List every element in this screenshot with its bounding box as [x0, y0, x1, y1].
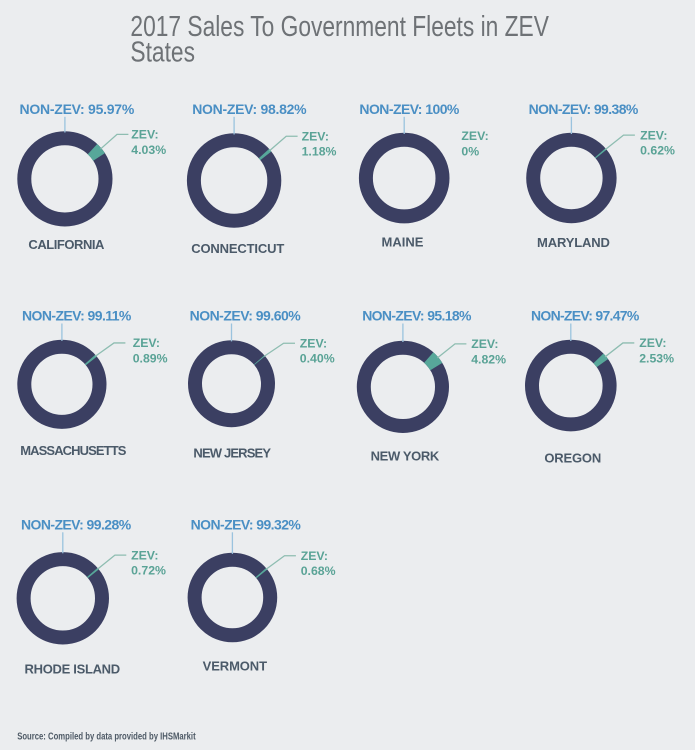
svg-text:CONNECTICUT: CONNECTICUT — [191, 241, 284, 256]
svg-text:MARYLAND: MARYLAND — [537, 235, 610, 250]
svg-text:NON-ZEV: 95.18%: NON-ZEV: 95.18% — [362, 308, 472, 324]
svg-text:NON-ZEV: 99.60%: NON-ZEV: 99.60% — [190, 308, 302, 324]
svg-text:0%: 0% — [461, 144, 479, 158]
svg-text:OREGON: OREGON — [544, 451, 601, 466]
svg-text:NON-ZEV: 99.38%: NON-ZEV: 99.38% — [529, 101, 639, 117]
svg-text:NON-ZEV: 99.32%: NON-ZEV: 99.32% — [191, 516, 302, 532]
svg-text:ZEV:: ZEV: — [639, 336, 666, 350]
svg-text:0.68%: 0.68% — [301, 564, 336, 578]
svg-text:0.62%: 0.62% — [640, 144, 675, 158]
svg-text:NEW YORK: NEW YORK — [371, 449, 440, 464]
svg-text:0.40%: 0.40% — [300, 352, 335, 366]
svg-text:0.89%: 0.89% — [133, 351, 168, 365]
svg-text:NON-ZEV: 95.97%: NON-ZEV: 95.97% — [20, 101, 135, 117]
svg-text:ZEV:: ZEV: — [131, 128, 158, 142]
svg-text:MAINE: MAINE — [382, 234, 424, 249]
svg-text:ZEV:: ZEV: — [640, 128, 667, 142]
svg-text:States: States — [130, 37, 195, 68]
svg-text:NON-ZEV: 98.82%: NON-ZEV: 98.82% — [192, 101, 307, 117]
svg-text:ZEV:: ZEV: — [302, 130, 329, 144]
svg-text:0.72%: 0.72% — [131, 564, 166, 578]
svg-text:ZEV:: ZEV: — [301, 549, 328, 563]
svg-text:NON-ZEV: 97.47%: NON-ZEV: 97.47% — [531, 308, 640, 324]
svg-text:ZEV:: ZEV: — [471, 337, 498, 351]
svg-text:2017 Sales To Government Fleet: 2017 Sales To Government Fleets in ZEV — [130, 12, 549, 43]
svg-text:NON-ZEV: 99.11%: NON-ZEV: 99.11% — [22, 308, 132, 324]
svg-text:CALIFORNIA: CALIFORNIA — [28, 237, 105, 252]
svg-text:RHODE ISLAND: RHODE ISLAND — [25, 662, 120, 677]
svg-text:NON-ZEV: 99.28%: NON-ZEV: 99.28% — [21, 516, 132, 532]
svg-text:4.82%: 4.82% — [471, 352, 506, 366]
svg-text:2.53%: 2.53% — [639, 351, 674, 365]
svg-text:4.03%: 4.03% — [131, 143, 166, 157]
svg-text:MASSACHUSETTS: MASSACHUSETTS — [20, 443, 127, 458]
svg-text:1.18%: 1.18% — [302, 145, 337, 159]
svg-text:ZEV:: ZEV: — [133, 336, 160, 350]
svg-text:ZEV:: ZEV: — [131, 548, 158, 562]
svg-text:NEW JERSEY: NEW JERSEY — [193, 446, 271, 461]
svg-text:VERMONT: VERMONT — [203, 658, 267, 673]
svg-text:Source: Compiled by data provi: Source: Compiled by data provided by IHS… — [17, 730, 196, 741]
svg-text:ZEV:: ZEV: — [461, 129, 488, 143]
svg-text:NON-ZEV: 100%: NON-ZEV: 100% — [359, 101, 460, 117]
svg-text:ZEV:: ZEV: — [300, 337, 327, 351]
